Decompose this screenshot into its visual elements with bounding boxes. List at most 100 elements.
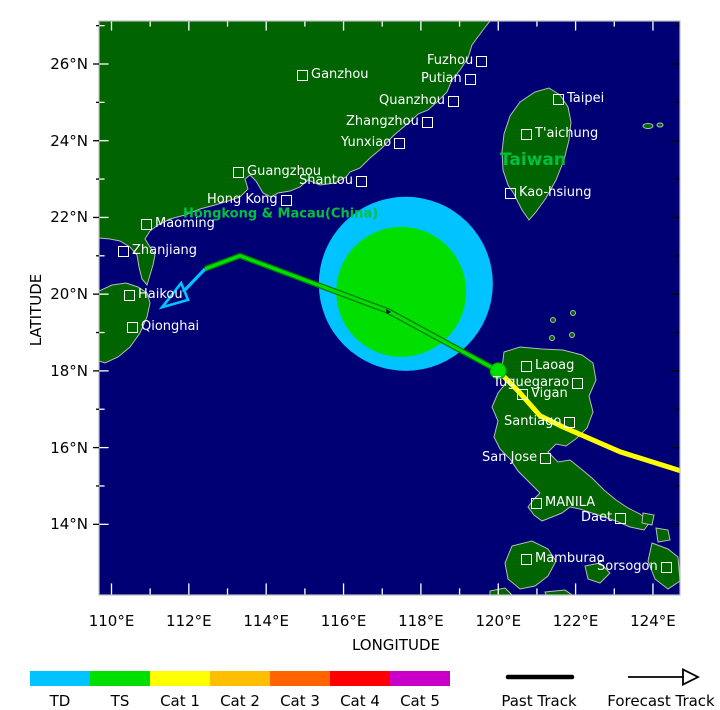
city-label-guangzhou: Guangzhou [233,165,321,179]
circle-center-marker [386,309,392,315]
legend-label-ts: TS [110,692,130,710]
city-marker-icon [447,95,459,107]
samar-island [647,542,680,590]
hainan-island [99,282,151,364]
city-marker-icon [394,137,406,149]
city-label-mamburao: Mamburao [521,552,605,566]
city-name: Mamburao [535,551,605,566]
china-landmass [99,21,491,287]
legend-swatch-cat-2 [210,671,270,686]
city-marker-icon [280,194,292,206]
yaeyama-islet [642,123,654,129]
city-name: Qionghai [141,319,200,334]
city-marker-icon [297,69,308,81]
city-label-vigan: Vigan [517,387,568,401]
axis-ticks [93,21,680,595]
city-name: San Jose [482,450,538,465]
legend-label-td: TD [49,692,71,710]
city-marker-icon [521,360,532,372]
legend-label-cat-4: Cat 4 [340,692,380,710]
city-marker-icon [233,166,244,178]
city-name: Shantou [299,173,353,188]
city-marker-icon [356,175,367,187]
forecast-track-label: Forecast Track [607,692,715,710]
city-label-t-aichung: T'aichung [521,127,598,141]
city-marker-icon [572,377,584,389]
track-segment-cat1 [496,369,680,474]
babuyan-islet [570,310,576,316]
city-name: Taipei [567,91,605,106]
x-tick-label: 124°E [630,612,676,630]
land-layer [99,21,680,595]
region-label-taiwan: Taiwan [500,150,566,170]
y-tick-label: 14°N [50,515,88,534]
legend-swatch-cat-4 [330,671,390,686]
small-island-b [544,589,574,595]
track-segment-td [181,267,207,293]
y-tick-label: 20°N [50,285,88,304]
city-label-daet: Daet [581,511,627,525]
x-tick-label: 118°E [398,612,444,630]
city-marker-icon [615,512,627,524]
city-marker-icon [127,321,138,333]
city-name: Kao-hsiung [519,185,592,200]
city-marker-icon [517,388,528,400]
city-name: T'aichung [535,126,599,141]
city-marker-icon [660,561,672,573]
city-label-quanzhou: Quanzhou [379,94,459,108]
city-label-putian: Putian [421,72,476,86]
city-marker-icon [118,245,129,257]
city-name: Laoag [535,358,575,373]
polillo-island [655,527,671,543]
x-tick-label: 112°E [166,612,212,630]
city-marker-icon [464,73,476,85]
y-axis-title: LATITUDE [27,273,45,347]
city-name: Yunxiao [341,135,392,150]
city-name: MANILA [545,495,596,510]
city-name: Fuzhou [427,53,474,68]
mindoro-island [504,540,557,590]
city-label-manila: MANILA [531,496,595,510]
babuyan-islet [569,332,575,338]
x-axis-title: LONGITUDE [351,636,441,654]
city-name: Ganzhou [311,67,369,82]
city-marker-icon [521,553,532,565]
y-tick-label: 24°N [50,131,88,150]
past-track-label: Past Track [501,692,577,710]
legend-swatch-td [30,671,90,686]
x-tick-label: 110°E [88,612,135,630]
city-label-haikou: Haikou [124,288,183,302]
city-label-qionghai: Qionghai [127,320,199,334]
city-label-ganzhou: Ganzhou [297,68,369,82]
city-label-shantou: Shantou [299,174,367,188]
catanduanes-island [641,512,655,526]
taiwan-island [501,87,572,221]
babuyan-islet [550,317,556,323]
x-tick-label: 116°E [320,612,367,630]
track-segment-ts [204,254,500,373]
x-tick-label: 120°E [475,612,522,630]
city-label-zhanjiang: Zhanjiang [118,244,197,258]
city-marker-icon [124,289,135,301]
x-tick-label: 114°E [243,612,289,630]
y-tick-label: 26°N [50,55,88,73]
city-name: Vigan [531,386,568,401]
legend-swatch-cat-5 [390,671,450,686]
forecast-uncertainty-circle-ts [336,226,467,357]
city-label-yunxiao: Yunxiao [341,135,406,150]
legend-swatch-ts [90,671,150,686]
city-label-laoag: Laoag [521,359,574,373]
y-tick-label: 18°N [50,361,88,380]
forecast-track-arrow-icon [682,668,701,686]
map-border [98,20,681,596]
city-label-tuguegarao: Tuguegarao [493,376,584,390]
city-marker-icon [141,218,152,230]
city-label-san-jose: San Jose [482,450,552,465]
city-name: Zhangzhou [346,114,419,129]
city-label-maoming: Maoming [141,217,215,231]
city-marker-icon [540,452,552,464]
current-position-dot [489,362,507,380]
city-label-hong-kong: Hong Kong [207,193,292,207]
